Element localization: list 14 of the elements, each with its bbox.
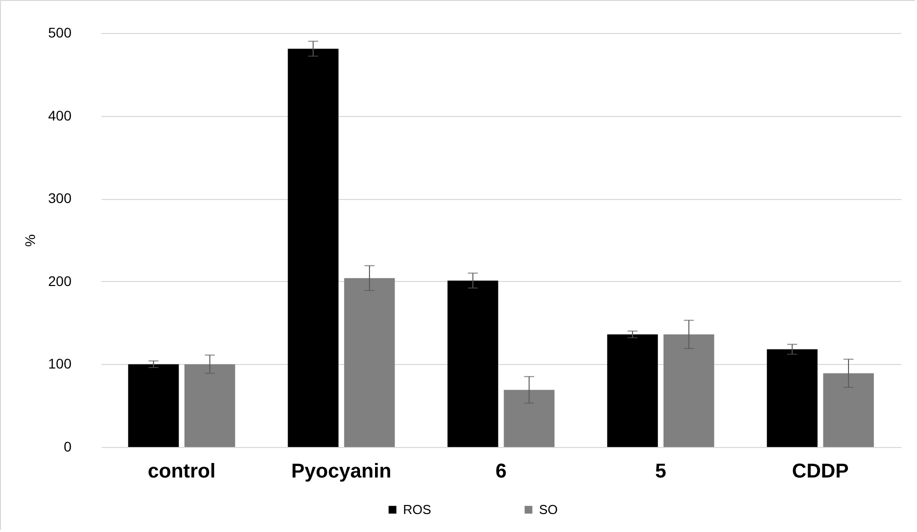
x-tick-label: CDDP: [792, 460, 849, 482]
y-tick-label: 200: [48, 272, 72, 289]
y-tick-label: 100: [48, 356, 72, 372]
y-tick-label: 0: [64, 438, 72, 454]
x-tick-label: 6: [495, 460, 507, 482]
legend-label: SO: [539, 502, 558, 517]
x-tick-label: control: [148, 460, 216, 482]
y-tick-label: 500: [48, 24, 72, 40]
x-tick-label: 5: [655, 460, 666, 482]
y-axis-title: %: [22, 234, 38, 247]
y-tick-label: 300: [48, 190, 72, 206]
x-tick-label: Pyocyanin: [291, 460, 392, 482]
y-tick-label: 400: [48, 107, 72, 124]
legend-label: ROS: [403, 502, 432, 517]
